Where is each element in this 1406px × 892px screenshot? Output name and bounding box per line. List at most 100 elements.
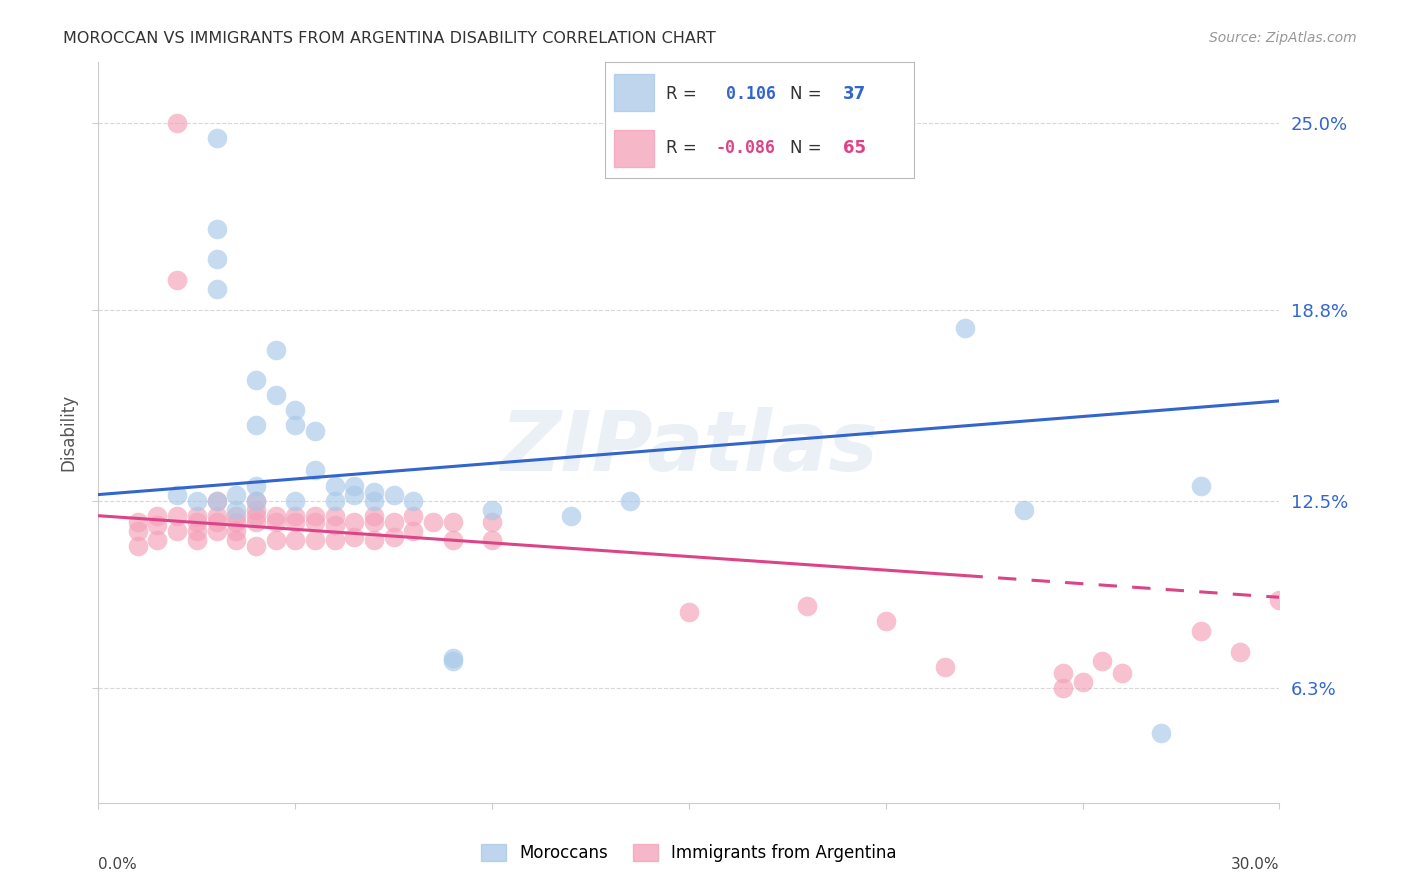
Text: 65: 65: [842, 139, 866, 157]
Point: [382, 515, 405, 529]
Point: [264, 343, 287, 357]
Point: [1052, 681, 1074, 695]
Point: [245, 508, 267, 523]
Point: [225, 508, 247, 523]
Point: [245, 502, 267, 516]
Point: [245, 493, 267, 508]
Point: [1111, 665, 1133, 680]
Point: [1268, 593, 1291, 607]
Point: [205, 221, 228, 235]
Point: [304, 508, 326, 523]
Point: [422, 515, 444, 529]
Point: [304, 533, 326, 547]
Point: [245, 515, 267, 529]
Point: [1189, 624, 1212, 638]
Point: [225, 533, 247, 547]
Text: N =: N =: [790, 139, 821, 157]
Point: [205, 493, 228, 508]
Point: [363, 484, 385, 499]
Point: [481, 533, 503, 547]
Point: [323, 493, 346, 508]
Point: [205, 252, 228, 266]
Point: [343, 478, 366, 492]
Point: [166, 487, 188, 501]
Point: [304, 463, 326, 477]
Point: [382, 530, 405, 544]
Point: [127, 524, 149, 538]
Point: [1071, 674, 1094, 689]
Point: [560, 508, 582, 523]
Point: [225, 524, 247, 538]
Point: [284, 418, 307, 433]
Point: [481, 502, 503, 516]
Point: [284, 533, 307, 547]
Text: R =: R =: [666, 139, 697, 157]
Point: [264, 515, 287, 529]
Text: N =: N =: [790, 85, 821, 103]
Point: [481, 515, 503, 529]
Point: [186, 524, 208, 538]
Point: [1091, 654, 1114, 668]
Point: [146, 508, 169, 523]
Point: [284, 515, 307, 529]
Point: [382, 487, 405, 501]
Point: [363, 533, 385, 547]
Point: [205, 524, 228, 538]
Point: [166, 524, 188, 538]
Bar: [614, 74, 654, 112]
Point: [205, 508, 228, 523]
Point: [284, 493, 307, 508]
Point: [402, 508, 425, 523]
Point: [205, 515, 228, 529]
Text: Source: ZipAtlas.com: Source: ZipAtlas.com: [1209, 31, 1357, 45]
Point: [934, 660, 956, 674]
Point: [304, 515, 326, 529]
Point: [205, 493, 228, 508]
Point: [323, 478, 346, 492]
Point: [127, 515, 149, 529]
Point: [441, 654, 464, 668]
Point: [127, 539, 149, 553]
Point: [225, 487, 247, 501]
Point: [186, 533, 208, 547]
Point: [1150, 726, 1173, 740]
Point: [619, 493, 641, 508]
Point: [264, 533, 287, 547]
Point: [264, 388, 287, 402]
Text: MOROCCAN VS IMMIGRANTS FROM ARGENTINA DISABILITY CORRELATION CHART: MOROCCAN VS IMMIGRANTS FROM ARGENTINA DI…: [63, 31, 716, 46]
Point: [245, 478, 267, 492]
Point: [166, 508, 188, 523]
Point: [323, 517, 346, 532]
Point: [1229, 645, 1251, 659]
Point: [186, 493, 208, 508]
Point: [323, 533, 346, 547]
Point: [264, 508, 287, 523]
Point: [1189, 478, 1212, 492]
Point: [441, 650, 464, 665]
Point: [245, 418, 267, 433]
Point: [304, 424, 326, 438]
Point: [363, 515, 385, 529]
Text: 30.0%: 30.0%: [1232, 857, 1279, 872]
Point: [402, 493, 425, 508]
Point: [1052, 665, 1074, 680]
Text: R =: R =: [666, 85, 697, 103]
Point: [441, 515, 464, 529]
Point: [245, 373, 267, 387]
Bar: [614, 129, 654, 167]
Text: 0.0%: 0.0%: [98, 857, 138, 872]
Point: [205, 282, 228, 296]
Point: [284, 403, 307, 417]
Point: [875, 615, 897, 629]
Legend: Moroccans, Immigrants from Argentina: Moroccans, Immigrants from Argentina: [474, 837, 904, 869]
Point: [441, 533, 464, 547]
Point: [225, 515, 247, 529]
Text: 0.106: 0.106: [716, 85, 776, 103]
Point: [186, 515, 208, 529]
Point: [245, 539, 267, 553]
Point: [284, 508, 307, 523]
Y-axis label: Disability: Disability: [59, 394, 77, 471]
Point: [205, 131, 228, 145]
Point: [343, 487, 366, 501]
Point: [146, 533, 169, 547]
